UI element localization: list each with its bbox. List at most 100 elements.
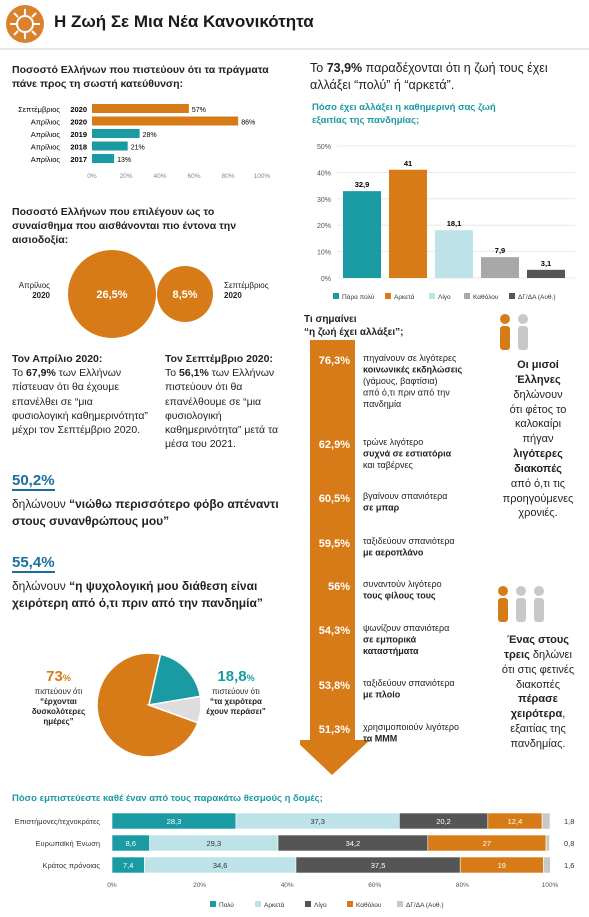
legend-swatch xyxy=(210,901,216,907)
fear-percentage: 50,2% xyxy=(12,472,55,491)
arrow-value-label: 76,3% xyxy=(319,355,350,367)
arrow-category-label: τους φίλους τους xyxy=(363,591,436,601)
stack-value-label: 19 xyxy=(498,861,506,870)
april-2020-text: Τον Απρίλιο 2020: Το 67,9% των Ελλήνων π… xyxy=(12,353,148,436)
arrow-category-label: καταστήματα xyxy=(363,646,419,656)
bar-value-label: 13% xyxy=(117,157,131,164)
x-tick-label: 20% xyxy=(119,173,132,180)
legend-label: Λίγο xyxy=(438,293,451,301)
stack-value-label: 27 xyxy=(483,839,491,848)
life-changed-subtitle: Πόσο έχει αλλάξει η καθημερινή σας ζωή εξ… xyxy=(312,102,496,126)
arrow-category-label: (γάμους, βαφτίσια) xyxy=(363,376,438,386)
arrow-category-label: πανδημία xyxy=(363,399,401,409)
stack-value-label: 34,6 xyxy=(213,861,228,870)
x-tick-label: 40% xyxy=(281,882,294,889)
x-tick-label: 100% xyxy=(254,173,271,180)
bar-category-label: Απρίλιος xyxy=(31,130,61,139)
trust-stacked-bar-chart: Επιστήμονες/τεχνοκράτες 28,3 37,3 20,2 12,4 1… xyxy=(15,812,574,909)
header xyxy=(0,0,589,50)
stack-value-label: 8,6 xyxy=(126,839,136,848)
legend-swatch xyxy=(347,901,353,907)
bar-category-label: Σεπτέμβριος xyxy=(18,105,60,114)
arrow-category-label: ταξιδεύουν σπανιότερα xyxy=(363,536,455,546)
bar xyxy=(92,129,140,138)
x-tick-label: 100% xyxy=(542,882,559,889)
x-tick-label: 80% xyxy=(221,173,234,180)
bar-value-label: 86% xyxy=(241,120,255,127)
arrow-category-label: με αεροπλάνο xyxy=(363,548,424,558)
bar-value-label: 18,1 xyxy=(447,219,462,228)
bar-value-label: 21% xyxy=(131,145,145,152)
people-one-of-three-icon xyxy=(498,586,544,622)
arrow-category-label: πηγαίνουν σε λιγότερες xyxy=(363,353,457,363)
legend-label: Πολύ xyxy=(219,901,234,909)
legend-label: Λίγο xyxy=(314,901,327,909)
bar-category-year: 2020 xyxy=(70,105,87,114)
y-tick-label: 10% xyxy=(317,250,331,257)
stack-category-label: Ευρωπαϊκή Ένωση xyxy=(36,839,100,848)
legend-swatch xyxy=(397,901,403,907)
arrow-value-label: 54,3% xyxy=(319,625,350,637)
arrow-category-label: από ό,τι πριν από την xyxy=(363,388,450,398)
legend-swatch xyxy=(385,293,391,299)
bar xyxy=(92,116,239,126)
holiday-fact-1: Οι μισοί Έλληνες δηλώνουν ότι φέτος το κ… xyxy=(502,359,574,520)
virus-logo-icon xyxy=(6,5,44,43)
y-tick-label: 0% xyxy=(321,276,331,283)
bar xyxy=(92,154,115,163)
x-tick-label: 40% xyxy=(153,173,166,180)
meaning-title: Τι σημαίνει “η ζωή έχει αλλάξει”; xyxy=(304,314,404,338)
arrow-value-label: 62,9% xyxy=(319,439,350,451)
stack-segment xyxy=(543,856,551,874)
arrow-category-label: χρησιμοποιούν λιγότερο xyxy=(363,722,459,732)
arrow-category-label: ταξιδεύουν σπανιότερα xyxy=(363,678,455,688)
legend-swatch xyxy=(464,293,470,299)
stack-category-label: Κράτος πρόνοιας xyxy=(43,861,101,870)
y-tick-label: 30% xyxy=(317,197,331,204)
pie-slice xyxy=(148,653,202,706)
legend-label: Καθόλου xyxy=(473,293,499,301)
x-tick-label: 80% xyxy=(456,882,469,889)
optimism-bubble-chart: 26,5% 8,5% xyxy=(68,250,213,338)
bubble-april xyxy=(68,250,156,338)
arrow-category-label: τα ΜΜΜ xyxy=(363,734,397,744)
legend-label: ΔΓ/ΔΑ (Αυθ.) xyxy=(518,294,556,301)
arrow-category-label: ψωνίζουν σπανιότερα xyxy=(363,623,449,633)
stack-value-label: 37,5 xyxy=(371,861,386,870)
bubble-september xyxy=(157,266,213,322)
arrow-category-label: και ταβέρνες xyxy=(363,460,414,470)
psych-statement: δηλώνουν “η ψυχολογική μου διάθεση είναι… xyxy=(12,579,263,610)
direction-bar-chart: Σεπτέμβριος 2020 57% Απρίλιος 2020 86% Απρίλιο… xyxy=(18,104,271,180)
section2-title: Ποσοστό Ελλήνων που επιλέγουν ως το συνα… xyxy=(12,206,237,247)
legend-label: Καθόλου xyxy=(356,901,382,909)
legend-label: Αρκετά xyxy=(394,293,415,301)
arrow-category-label: βγαίνουν σπανιότερα xyxy=(363,491,447,501)
x-tick-label: 0% xyxy=(107,882,117,889)
stack-value-label: 0,8 xyxy=(564,839,574,848)
holiday-fact-2: Ένας στους τρεις δηλώνει ότι στις φετινέ… xyxy=(501,634,575,750)
stack-value-label: 1,8 xyxy=(564,817,574,826)
legend-swatch xyxy=(509,293,515,299)
stack-value-label: 37,3 xyxy=(310,817,325,826)
stack-category-label: Επιστήμονες/τεχνοκράτες xyxy=(15,817,101,826)
legend-swatch xyxy=(305,901,311,907)
psych-percentage: 55,4% xyxy=(12,554,55,573)
pie-slice xyxy=(146,695,202,724)
bubble-label-september: Σεπτέμβριος 2020 xyxy=(224,281,269,301)
legend-swatch xyxy=(429,293,435,299)
arrow-category-label: συχνά σε εστιατόρια xyxy=(363,449,452,459)
arrow-category-label: σε μπαρ xyxy=(363,503,400,513)
life-changed-intro: Το 73,9% παραδέχονται ότι η ζωή τους έχε… xyxy=(310,61,548,92)
trust-title: Πόσο εμπιστεύεστε καθέ έναν από τους παρ… xyxy=(12,793,323,804)
x-tick-label: 0% xyxy=(87,173,97,180)
bar-category-year: 2020 xyxy=(70,118,87,127)
stack-value-label: 28,3 xyxy=(167,817,182,826)
september-2020-text: Τον Σεπτέμβριο 2020: Το 56,1% των Ελλήνω… xyxy=(165,353,279,451)
arrow-category-label: σε εμπορικά xyxy=(363,635,417,645)
bar xyxy=(435,230,473,278)
stack-value-label: 7,4 xyxy=(123,861,133,870)
y-tick-label: 20% xyxy=(317,223,331,230)
stack-value-label: 20,2 xyxy=(436,817,451,826)
bar-category-label: Απρίλιος xyxy=(31,155,61,164)
page-title: Η Ζωή Σε Μια Νέα Κανονικότητα xyxy=(54,12,314,31)
